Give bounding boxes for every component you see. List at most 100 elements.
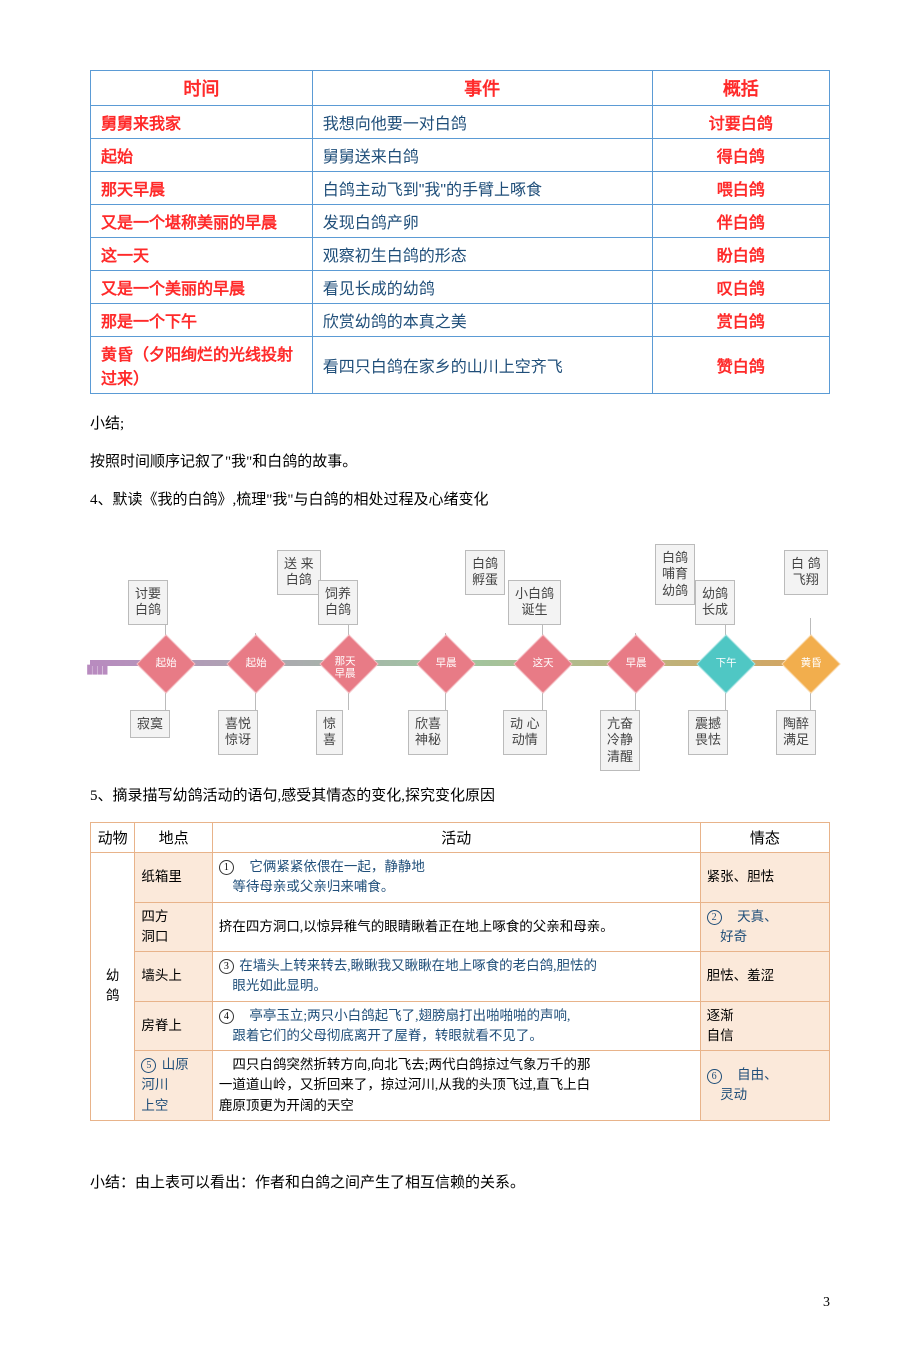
table-row: 起始舅舅送来白鸽得白鸽 (91, 139, 830, 172)
timeline-event-box: 讨要白鸽 (128, 580, 168, 625)
t1-cell-event: 我想向他要一对白鸽 (312, 106, 652, 139)
timeline-event-box: 白鸽哺育幼鸽 (655, 544, 695, 605)
t2-cell-state: 紧张、胆怯 (700, 853, 829, 903)
timeline: ▮▮▮▮ ▮▮▮▮ 起始起始那天早晨早晨这天早晨下午黄昏讨要白鸽送 来白鸽饲养白… (90, 530, 830, 770)
para-conclusion: 小结：由上表可以看出：作者和白鸽之间产生了相互信赖的关系。 (90, 1171, 830, 1195)
table-row: 又是一个堪称美丽的早晨发现白鸽产卵伴白鸽 (91, 205, 830, 238)
t1-cell-time: 起始 (91, 139, 313, 172)
t1-cell-time: 那是一个下午 (91, 304, 313, 337)
t1-cell-time: 那天早晨 (91, 172, 313, 205)
t2-h3: 活动 (212, 823, 700, 853)
t2-cell-activity: 4 亭亭玉立;两只小白鸽起飞了,翅膀扇打出啪啪啪的声响, 跟着它们的父母彻底离开… (212, 1001, 700, 1051)
t1-cell-event: 发现白鸽产卵 (312, 205, 652, 238)
timeline-node-label: 早晨 (616, 658, 656, 670)
t1-h2: 事件 (312, 71, 652, 106)
t1-cell-sum: 喂白鸽 (652, 172, 829, 205)
timeline-node: 那天早晨 (319, 634, 378, 693)
t1-cell-event: 看四只白鸽在家乡的山川上空齐飞 (312, 337, 652, 394)
t1-cell-sum: 得白鸽 (652, 139, 829, 172)
t2-h1: 动物 (91, 823, 135, 853)
table-row: 又是一个美丽的早晨看见长成的幼鸽叹白鸽 (91, 271, 830, 304)
t1-cell-sum: 盼白鸽 (652, 238, 829, 271)
t2-cell-place: 四方洞口 (135, 902, 213, 952)
timeline-mood-box: 寂寞 (130, 710, 170, 738)
t2-cell-state: 6 自由、 灵动 (700, 1051, 829, 1121)
t1-cell-event: 欣赏幼鸽的本真之美 (312, 304, 652, 337)
timeline-event-box: 小白鸽诞生 (508, 580, 561, 625)
timeline-node: 这天 (513, 634, 572, 693)
t1-cell-event: 白鸽主动飞到"我"的手臂上啄食 (312, 172, 652, 205)
table-row: 黄昏（夕阳绚烂的光线投射过来）看四只白鸽在家乡的山川上空齐飞赞白鸽 (91, 337, 830, 394)
t2-cell-activity: 1 它俩紧紧依偎在一起，静静地 等待母亲或父亲归来哺食。 (212, 853, 700, 903)
timeline-node-label: 那天早晨 (325, 656, 365, 679)
t2-cell-place: 房脊上 (135, 1001, 213, 1051)
table-row: 5 山原 河川 上空 四只白鸽突然折转方向,向北飞去;两代白鸽掠过气象万千的那一… (91, 1051, 830, 1121)
timeline-mood-box: 喜悦惊讶 (218, 710, 258, 755)
timeline-node: 早晨 (416, 634, 475, 693)
t1-cell-sum: 叹白鸽 (652, 271, 829, 304)
table-row: 房脊上4 亭亭玉立;两只小白鸽起飞了,翅膀扇打出啪啪啪的声响, 跟着它们的父母彻… (91, 1001, 830, 1051)
timeline-node-label: 起始 (146, 658, 186, 670)
t1-cell-time: 又是一个美丽的早晨 (91, 271, 313, 304)
timeline-node: 起始 (226, 634, 285, 693)
t2-cell-activity: 四只白鸽突然折转方向,向北飞去;两代白鸽掠过气象万千的那一道道山岭，又折回来了，… (212, 1051, 700, 1121)
t2-cell-state: 胆怯、羞涩 (700, 952, 829, 1002)
t1-cell-time: 黄昏（夕阳绚烂的光线投射过来） (91, 337, 313, 394)
timeline-mood-box: 动 心动情 (503, 710, 547, 755)
t1-h3: 概括 (652, 71, 829, 106)
t1-h1: 时间 (91, 71, 313, 106)
t2-h2: 地点 (135, 823, 213, 853)
timeline-node: 起始 (136, 634, 195, 693)
timeline-event-box: 白 鸽飞翔 (784, 550, 828, 595)
table-row: 幼鸽纸箱里1 它俩紧紧依偎在一起，静静地 等待母亲或父亲归来哺食。紧张、胆怯 (91, 853, 830, 903)
timeline-mood-box: 亢奋冷静清醒 (600, 710, 640, 771)
t2-cell-place: 纸箱里 (135, 853, 213, 903)
t1-cell-time: 舅舅来我家 (91, 106, 313, 139)
t1-cell-event: 观察初生白鸽的形态 (312, 238, 652, 271)
timeline-node: 早晨 (606, 634, 665, 693)
t1-cell-time: 这一天 (91, 238, 313, 271)
t2-cell-animal: 幼鸽 (91, 853, 135, 1121)
table-row: 四方洞口挤在四方洞口,以惊异稚气的眼睛瞅着正在地上啄食的父亲和母亲。2 天真、 … (91, 902, 830, 952)
timeline-event-box: 送 来白鸽 (277, 550, 321, 595)
t2-cell-activity: 挤在四方洞口,以惊异稚气的眼睛瞅着正在地上啄食的父亲和母亲。 (212, 902, 700, 952)
t1-cell-event: 看见长成的幼鸽 (312, 271, 652, 304)
table2: 动物 地点 活动 情态 幼鸽纸箱里1 它俩紧紧依偎在一起，静静地 等待母亲或父亲… (90, 822, 830, 1121)
timeline-node-label: 黄昏 (791, 658, 831, 670)
table-row: 那是一个下午欣赏幼鸽的本真之美赏白鸽 (91, 304, 830, 337)
t1-cell-sum: 赏白鸽 (652, 304, 829, 337)
table1: 时间 事件 概括 舅舅来我家我想向他要一对白鸽讨要白鸽起始舅舅送来白鸽得白鸽那天… (90, 70, 830, 394)
timeline-mood-box: 陶醉满足 (776, 710, 816, 755)
timeline-event-box: 幼鸽长成 (695, 580, 735, 625)
timeline-event-box: 白鸽孵蛋 (465, 550, 505, 595)
timeline-mood-box: 欣喜神秘 (408, 710, 448, 755)
timeline-node: 下午 (696, 634, 755, 693)
t2-cell-state: 2 天真、 好奇 (700, 902, 829, 952)
para-q4: 4、默读《我的白鸽》,梳理"我"与白鸽的相处过程及心绪变化 (90, 488, 830, 512)
t2-cell-state: 逐渐自信 (700, 1001, 829, 1051)
timeline-node-label: 早晨 (426, 658, 466, 670)
t2-cell-place: 5 山原 河川 上空 (135, 1051, 213, 1121)
timeline-mood-box: 惊喜 (316, 710, 343, 755)
t1-cell-time: 又是一个堪称美丽的早晨 (91, 205, 313, 238)
t2-cell-place: 墙头上 (135, 952, 213, 1002)
t2-cell-activity: 3 在墙头上转来转去,瞅瞅我又瞅瞅在地上啄食的老白鸽,胆怯的 眼光如此显明。 (212, 952, 700, 1002)
t1-cell-sum: 伴白鸽 (652, 205, 829, 238)
para-q5: 5、摘录描写幼鸽活动的语句,感受其情态的变化,探究变化原因 (90, 784, 830, 808)
page-number: 3 (90, 1295, 830, 1311)
t2-h4: 情态 (700, 823, 829, 853)
timeline-event-box: 饲养白鸽 (318, 580, 358, 625)
table-row: 墙头上3 在墙头上转来转去,瞅瞅我又瞅瞅在地上啄食的老白鸽,胆怯的 眼光如此显明… (91, 952, 830, 1002)
timeline-mood-box: 震撼畏怯 (688, 710, 728, 755)
para-summary: 按照时间顺序记叙了"我"和白鸽的故事。 (90, 450, 830, 474)
t1-cell-sum: 赞白鸽 (652, 337, 829, 394)
table-row: 那天早晨白鸽主动飞到"我"的手臂上啄食喂白鸽 (91, 172, 830, 205)
t1-cell-sum: 讨要白鸽 (652, 106, 829, 139)
timeline-node: 黄昏 (781, 634, 840, 693)
para-summary-label: 小结; (90, 412, 830, 436)
timeline-node-label: 这天 (523, 658, 563, 670)
timeline-dashes-left: ▮▮▮▮ (86, 662, 107, 677)
t1-cell-event: 舅舅送来白鸽 (312, 139, 652, 172)
table-row: 舅舅来我家我想向他要一对白鸽讨要白鸽 (91, 106, 830, 139)
table-row: 这一天观察初生白鸽的形态盼白鸽 (91, 238, 830, 271)
